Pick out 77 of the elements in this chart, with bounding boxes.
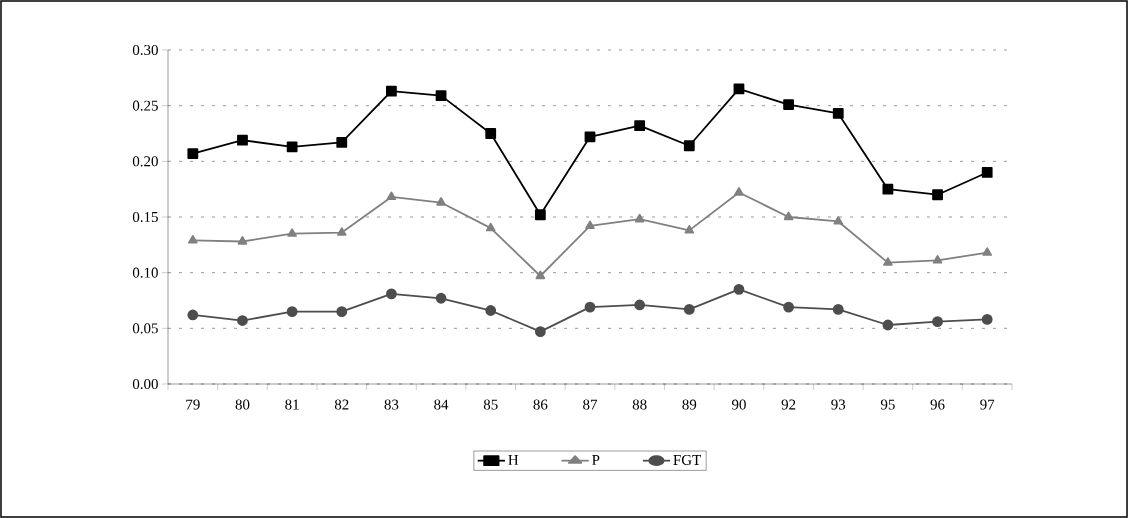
point <box>783 99 794 110</box>
legend-label: FGT <box>673 454 701 466</box>
point <box>832 108 844 119</box>
point <box>535 270 546 280</box>
point <box>981 167 993 178</box>
point <box>833 216 844 225</box>
y-tick-label: 0.00 <box>132 378 158 390</box>
x-tick-label: 92 <box>781 399 796 410</box>
x-tick-label: 85 <box>483 399 498 410</box>
point <box>485 222 496 232</box>
y-tick-label: 0.20 <box>132 156 158 167</box>
x-tick-label: 89 <box>682 399 697 410</box>
x-tick-label: 84 <box>434 399 449 410</box>
point <box>981 314 993 325</box>
point <box>634 299 646 311</box>
x-tick-label: 88 <box>632 399 647 410</box>
x-tick-label: 83 <box>384 399 399 410</box>
point <box>237 236 248 245</box>
x-tick-label: 79 <box>186 399 200 410</box>
point <box>634 213 645 223</box>
point <box>237 134 248 146</box>
point <box>485 305 497 316</box>
x-tick-label: 82 <box>334 399 349 410</box>
point <box>584 131 596 143</box>
y-tick-label: 0.30 <box>132 44 158 56</box>
point <box>188 234 198 244</box>
x-tick-label: 87 <box>583 399 598 410</box>
point <box>534 326 546 338</box>
legend-label: H <box>508 455 519 465</box>
point <box>982 247 992 256</box>
point <box>286 141 298 153</box>
y-tick-label: 0.05 <box>132 323 158 334</box>
point <box>882 319 894 331</box>
x-tick-label: 81 <box>285 399 299 410</box>
point <box>287 228 297 237</box>
point <box>634 120 646 132</box>
point <box>336 227 347 236</box>
point <box>534 209 546 221</box>
legend-label: P <box>592 455 600 465</box>
point <box>436 197 446 206</box>
point <box>734 187 744 196</box>
point <box>386 85 397 97</box>
point <box>485 128 497 139</box>
point <box>386 288 397 300</box>
point <box>932 255 943 264</box>
point <box>336 306 348 318</box>
point <box>336 137 348 148</box>
point <box>386 191 397 201</box>
point <box>584 301 596 313</box>
x-tick-label: 86 <box>533 399 548 410</box>
x-tick-label: 93 <box>831 399 846 410</box>
point <box>187 148 199 159</box>
point <box>883 257 893 266</box>
point <box>683 304 695 315</box>
point <box>932 316 943 328</box>
point <box>932 189 943 201</box>
y-tick-label: 0.15 <box>132 211 158 223</box>
y-tick-label: 0.10 <box>132 267 158 278</box>
point <box>286 306 298 318</box>
point <box>832 304 844 315</box>
point <box>882 183 894 195</box>
y-tick-label: 0.25 <box>132 100 158 111</box>
point <box>435 292 447 304</box>
point <box>684 224 695 234</box>
point <box>733 283 745 295</box>
x-tick-label: 90 <box>731 399 746 410</box>
x-tick-label: 80 <box>235 399 250 410</box>
point <box>435 90 447 102</box>
x-tick-label: 96 <box>930 399 945 410</box>
point <box>237 315 248 326</box>
point <box>783 301 794 313</box>
point <box>187 309 199 321</box>
point <box>585 220 595 230</box>
point <box>783 211 794 221</box>
x-tick-label: 97 <box>980 399 995 410</box>
point <box>683 140 695 152</box>
x-tick-label: 95 <box>880 399 895 410</box>
